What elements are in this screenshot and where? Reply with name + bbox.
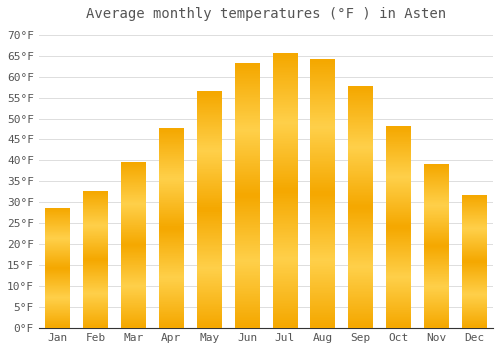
Bar (348, 87, 373, 328)
Bar (272, 54, 297, 328)
Bar (84, 192, 108, 328)
Bar (234, 64, 260, 328)
Bar (197, 91, 222, 328)
Bar (386, 127, 410, 328)
Bar (424, 164, 448, 328)
Title: Average monthly temperatures (°F ) in Asten: Average monthly temperatures (°F ) in As… (86, 7, 446, 21)
Bar (310, 60, 335, 328)
Bar (121, 162, 146, 328)
Bar (46, 209, 70, 328)
Bar (462, 196, 486, 328)
Bar (159, 129, 184, 328)
